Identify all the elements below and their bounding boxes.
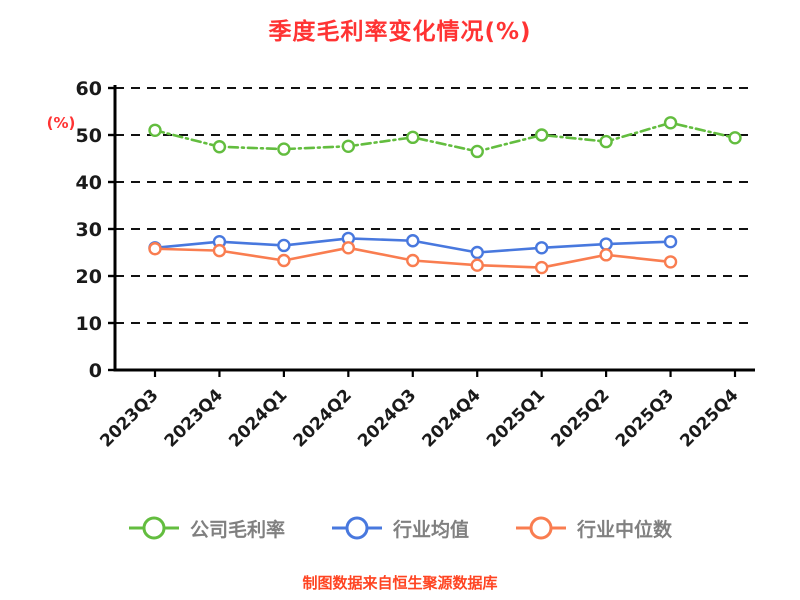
line-chart: 01020304050602023Q32023Q42024Q12024Q2202… xyxy=(76,78,755,452)
y-axis-tick-label: 10 xyxy=(76,313,102,335)
data-point-company-gross-margin xyxy=(470,144,484,159)
x-axis-tick-label: 2025Q1 xyxy=(483,385,549,451)
data-point-company-gross-margin xyxy=(341,139,356,153)
data-point-industry-average xyxy=(534,241,549,255)
data-point-industry-average xyxy=(406,234,420,248)
data-point-industry-median xyxy=(277,253,291,268)
legend-marker-industry-average xyxy=(331,516,382,540)
y-axis-tick-label: 40 xyxy=(76,172,102,194)
legend-item-company-gross-margin: 公司毛利率 xyxy=(128,512,285,544)
data-point-industry-average xyxy=(663,234,678,249)
chart-legend: 公司毛利率 行业均值 行业中位数 xyxy=(0,512,800,544)
legend-marker-company-gross-margin xyxy=(128,516,179,540)
legend-item-industry-median: 行业中位数 xyxy=(515,512,672,544)
x-axis-tick-label: 2024Q2 xyxy=(290,385,356,451)
legend-label-industry-average: 行业均值 xyxy=(392,518,469,541)
data-point-company-gross-margin xyxy=(406,130,420,145)
data-point-industry-average xyxy=(277,238,291,253)
chart-title: 季度毛利率变化情况(%) xyxy=(268,19,532,45)
y-axis-tick-label: 50 xyxy=(76,125,102,147)
legend-label-industry-median: 行业中位数 xyxy=(577,518,673,541)
y-axis-tick-label: 20 xyxy=(76,266,102,288)
legend-label-company-gross-margin: 公司毛利率 xyxy=(189,518,285,541)
y-axis-tick-label: 0 xyxy=(89,360,102,382)
y-axis-label: (%) xyxy=(46,114,76,132)
data-point-company-gross-margin xyxy=(277,142,291,156)
data-point-industry-average xyxy=(599,237,613,251)
source-note: 制图数据来自恒生聚源数据库 xyxy=(302,574,498,592)
data-point-industry-median xyxy=(212,243,227,258)
data-point-company-gross-margin xyxy=(728,131,742,145)
x-axis-tick-label: 2024Q4 xyxy=(419,385,485,451)
x-axis-tick-label: 2025Q3 xyxy=(612,385,678,451)
x-axis-tick-label: 2024Q3 xyxy=(354,385,420,451)
data-point-industry-median xyxy=(341,241,356,255)
data-point-industry-median xyxy=(534,260,549,275)
data-point-company-gross-margin xyxy=(212,140,227,154)
y-axis-tick-label: 60 xyxy=(76,78,102,100)
data-point-industry-average xyxy=(470,245,484,260)
data-point-industry-median xyxy=(470,258,484,272)
data-point-industry-median xyxy=(599,248,613,262)
x-axis-tick-label: 2023Q3 xyxy=(96,385,162,451)
x-axis-tick-label: 2024Q1 xyxy=(225,385,291,451)
data-point-company-gross-margin xyxy=(148,123,162,138)
data-point-industry-median xyxy=(406,253,420,268)
data-point-company-gross-margin xyxy=(534,128,549,142)
x-axis-tick-label: 2023Q4 xyxy=(161,385,227,451)
x-axis-tick-label: 2025Q4 xyxy=(676,385,742,451)
data-point-company-gross-margin xyxy=(599,134,613,149)
data-point-industry-median xyxy=(663,255,678,269)
legend-item-industry-average: 行业均值 xyxy=(331,512,469,544)
series-line-company-gross-margin xyxy=(153,121,737,153)
legend-marker-industry-median xyxy=(516,516,566,540)
y-axis-tick-label: 30 xyxy=(76,219,102,241)
data-point-industry-median xyxy=(148,242,162,256)
data-point-company-gross-margin xyxy=(663,116,678,130)
x-axis-tick-label: 2025Q2 xyxy=(547,385,613,451)
